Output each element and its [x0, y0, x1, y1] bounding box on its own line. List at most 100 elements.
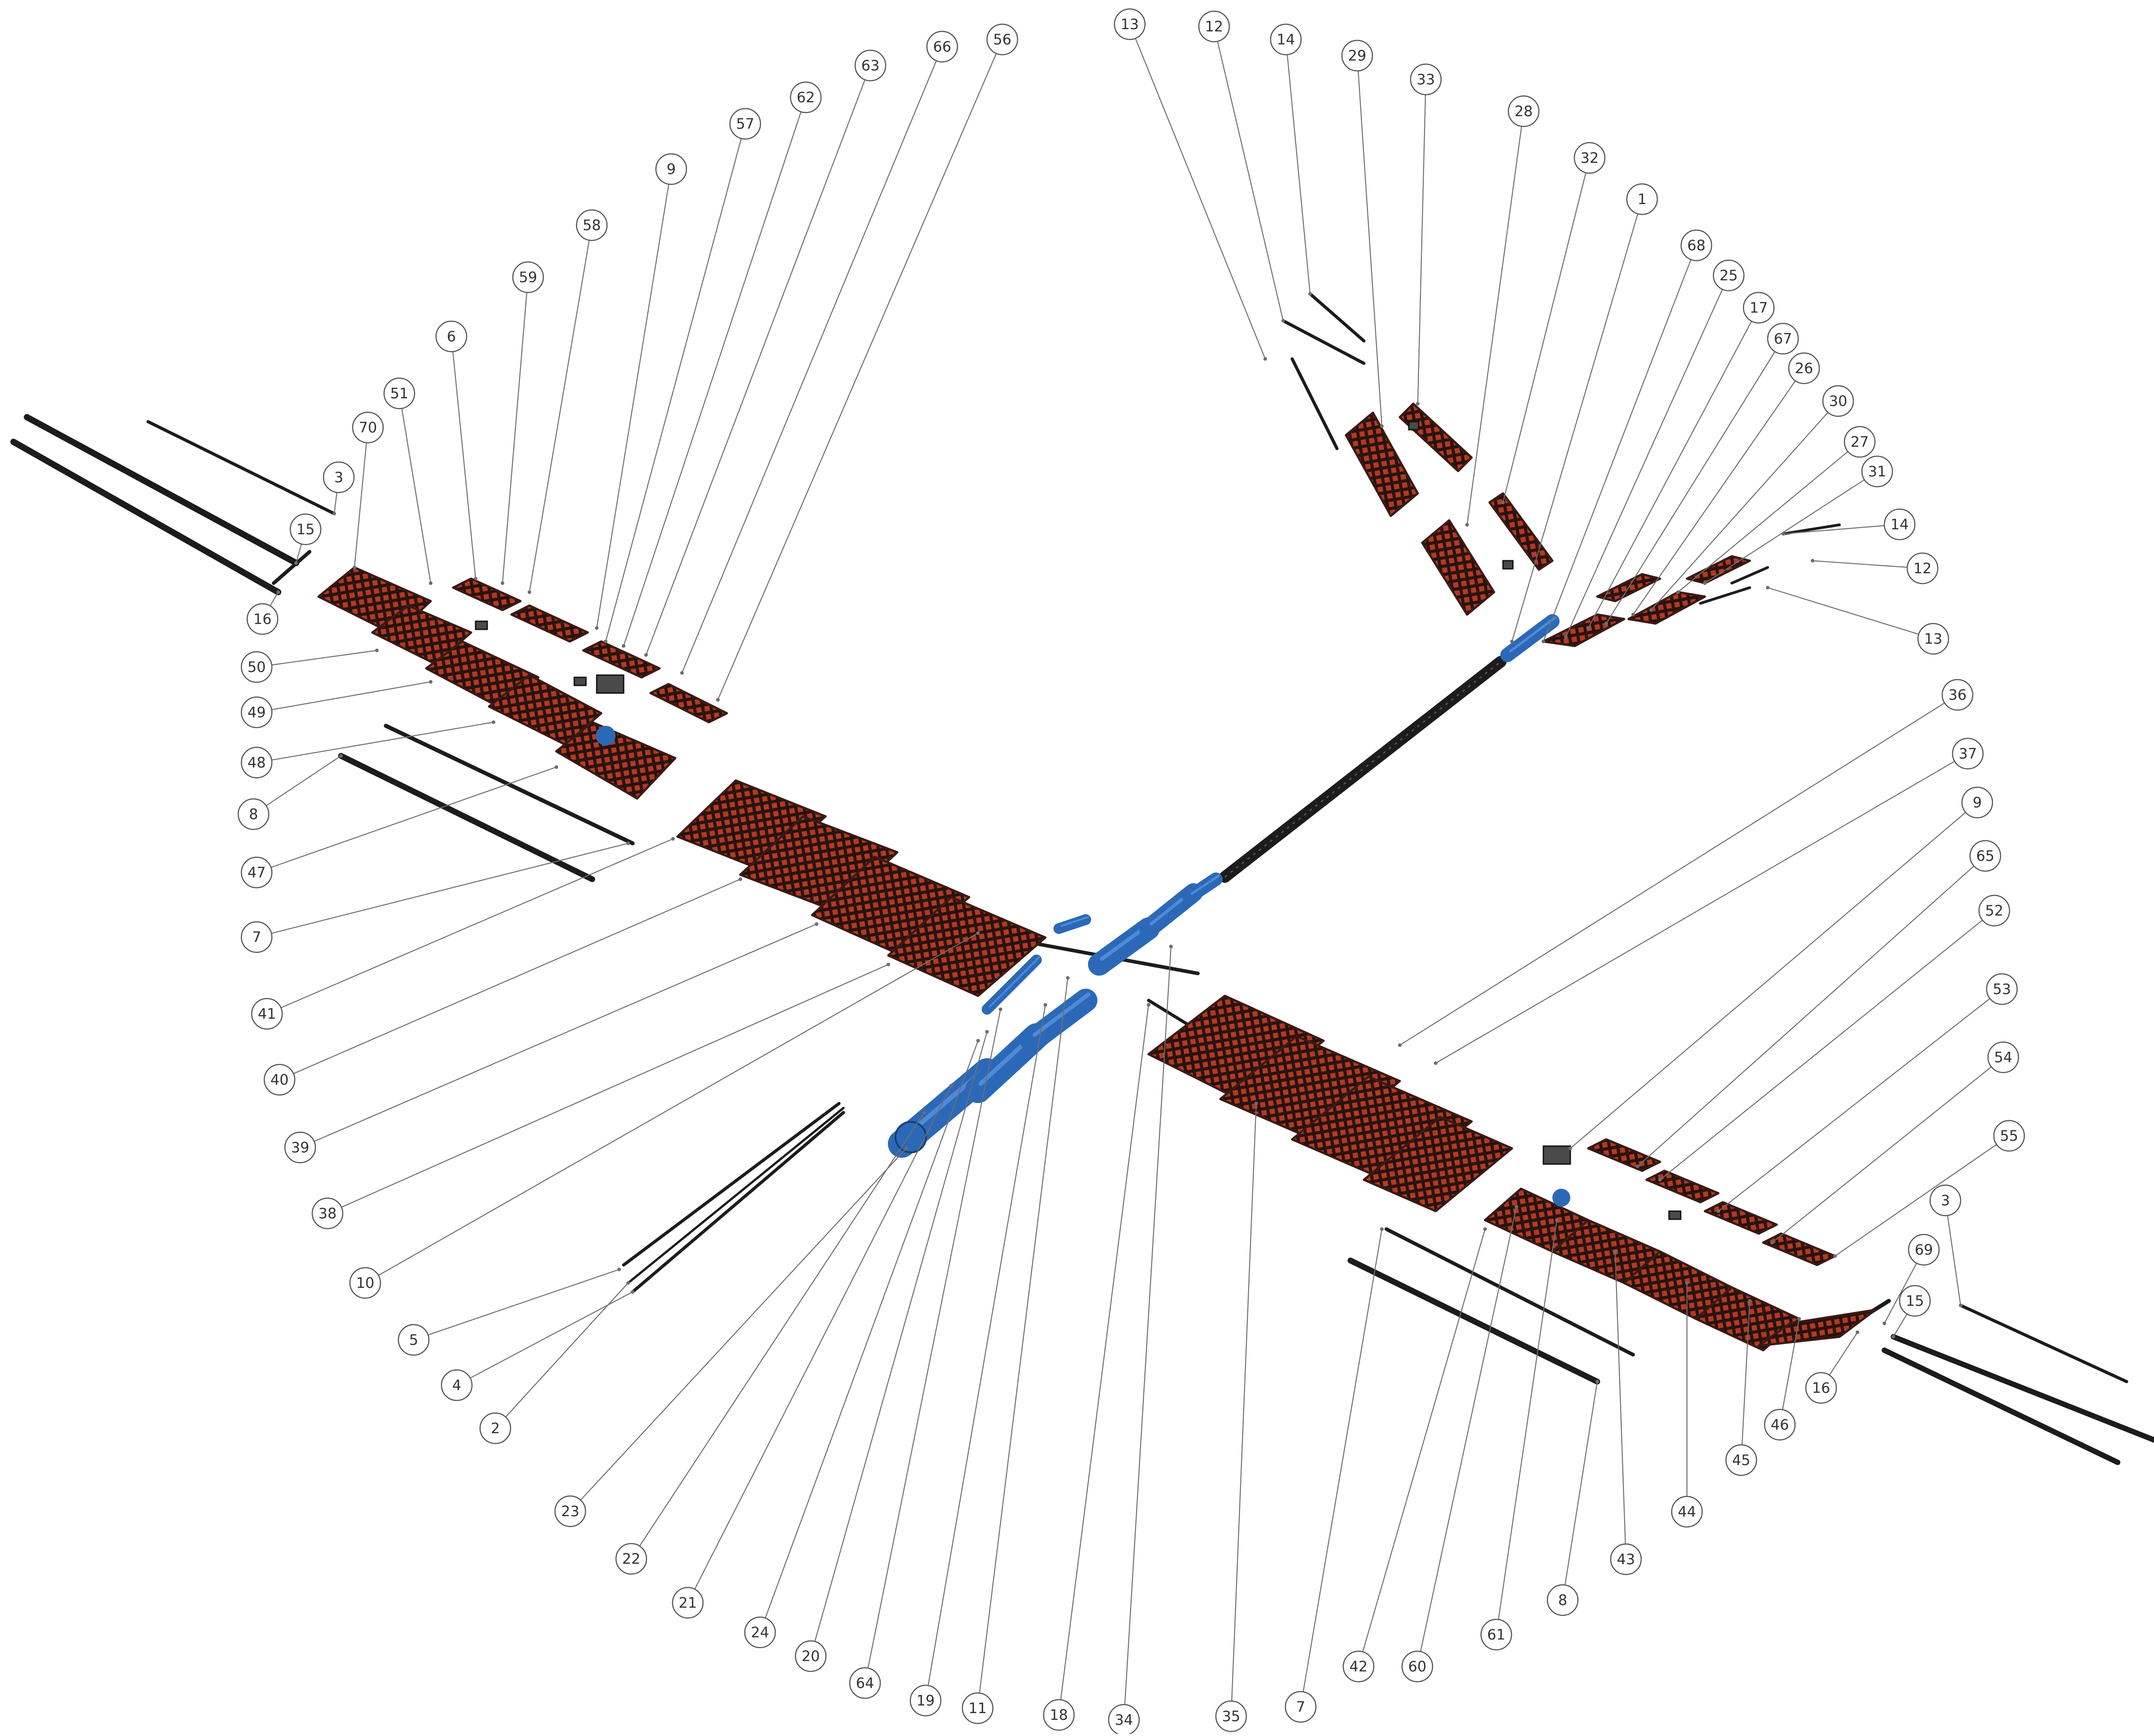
balloon-circle — [383, 377, 415, 410]
balloon-circle — [352, 411, 384, 444]
leader-line-13 — [1651, 412, 1829, 611]
balloon-5: 28 — [1507, 95, 1540, 127]
leader-line-53 — [1772, 1066, 1992, 1243]
balloon-circle — [237, 798, 270, 830]
leader-line-65 — [1420, 1206, 1517, 1652]
balloon-label: 32 — [1581, 149, 1599, 166]
balloon-label: 7 — [252, 929, 261, 946]
balloon-label: 31 — [1868, 463, 1887, 480]
balloon-label: 64 — [856, 1675, 874, 1692]
leader-tip-51 — [1658, 1178, 1662, 1182]
balloon-label: 4 — [452, 1377, 461, 1394]
leader-tip-39 — [671, 837, 675, 841]
balloon-10: 17 — [1743, 292, 1775, 324]
balloon-circle — [1713, 259, 1745, 292]
tail-boom-pattern — [1224, 661, 1501, 878]
leader-line-71 — [979, 977, 1069, 1693]
leader-tip-73 — [999, 1008, 1002, 1011]
leader-line-18 — [1767, 587, 1919, 635]
leader-line-52 — [1718, 998, 1990, 1212]
leader-line-36 — [266, 755, 341, 807]
leader-line-60 — [1741, 1300, 1751, 1445]
balloon-34: 49 — [240, 696, 273, 728]
balloon-label: 9 — [667, 161, 676, 178]
leader-tip-43 — [976, 931, 980, 935]
leader-tip-59 — [1797, 1317, 1801, 1321]
leader-tip-19 — [716, 698, 720, 702]
wing-rib-panel-1 — [371, 604, 472, 665]
leader-tip-50 — [1636, 1165, 1639, 1168]
balloon-circle — [909, 1684, 942, 1717]
balloon-circle — [240, 696, 273, 728]
balloon-22: 62 — [790, 81, 822, 113]
balloon-4: 33 — [1410, 63, 1442, 96]
leader-line-57 — [1893, 1313, 1908, 1337]
balloon-circle — [435, 320, 468, 353]
balloon-circle — [240, 651, 273, 683]
balloon-circle — [1986, 973, 2018, 1005]
balloon-circle — [1978, 894, 2010, 927]
leader-line-59 — [1782, 1318, 1800, 1410]
balloon-61: 44 — [1671, 1496, 1703, 1528]
balloon-circle — [672, 1587, 704, 1619]
balloon-label: 66 — [933, 38, 952, 55]
leader-line-55 — [1947, 1215, 1962, 1306]
balloon-label: 10 — [356, 1274, 375, 1291]
balloon-circle — [284, 1131, 316, 1164]
balloon-12: 26 — [1788, 352, 1820, 384]
balloon-2: 14 — [1270, 23, 1302, 56]
balloon-39: 41 — [251, 998, 283, 1030]
balloon-circle — [554, 1495, 586, 1527]
balloon-label: 16 — [1812, 1379, 1831, 1396]
wing-rib-panel-30 — [1542, 613, 1625, 647]
leader-tip-37 — [555, 765, 558, 769]
balloon-circle — [1969, 840, 2001, 872]
leader-tip-74 — [985, 1030, 989, 1034]
balloon-57: 15 — [1899, 1285, 1931, 1317]
leader-tip-22 — [622, 644, 625, 648]
balloon-label: 58 — [583, 217, 601, 234]
leader-tip-16 — [1782, 532, 1785, 536]
wing-rib-panel-8 — [649, 683, 728, 724]
balloon-circle — [1929, 1184, 1962, 1217]
leader-line-72 — [927, 1004, 1046, 1686]
balloon-label: 53 — [1993, 981, 2011, 998]
leader-tip-69 — [1169, 945, 1173, 948]
balloon-label: 29 — [1348, 47, 1367, 64]
balloon-label: 62 — [797, 89, 815, 106]
balloon-28: 51 — [383, 377, 415, 410]
leader-tip-6 — [1501, 501, 1505, 504]
spar-rod-7 — [1281, 319, 1366, 365]
balloon-circle — [1547, 1584, 1579, 1616]
servo-0 — [596, 674, 625, 694]
balloon-20: 66 — [926, 31, 958, 63]
balloon-33: 50 — [240, 651, 273, 683]
balloon-circle — [790, 81, 822, 113]
leader-line-78 — [580, 1148, 907, 1500]
balloon-circle — [1993, 1120, 2025, 1152]
leader-line-48 — [1435, 761, 1955, 1064]
balloon-label: 5 — [409, 1331, 418, 1348]
balloon-13: 30 — [1822, 385, 1854, 417]
balloon-circle — [1114, 8, 1146, 40]
balloon-label: 41 — [258, 1005, 276, 1022]
balloon-label: 13 — [1924, 630, 1943, 647]
balloon-25: 58 — [576, 209, 608, 241]
spar-rod-21 — [627, 1107, 845, 1284]
balloon-label: 39 — [291, 1139, 310, 1156]
balloon-circle — [1680, 229, 1713, 262]
servo-horn-left — [596, 726, 616, 746]
spar-rod-5 — [338, 753, 595, 882]
leader-line-21 — [645, 79, 865, 655]
leader-line-56 — [1884, 1263, 1917, 1324]
balloon-circle — [251, 998, 283, 1030]
leader-line-73 — [867, 1009, 1001, 1668]
balloon-circle — [512, 261, 544, 293]
balloon-label: 67 — [1774, 330, 1792, 347]
balloon-64: 61 — [1480, 1618, 1512, 1651]
leader-line-10 — [1588, 321, 1752, 628]
balloon-71: 11 — [961, 1692, 994, 1724]
balloon-40: 40 — [263, 1064, 296, 1096]
leader-line-20 — [681, 60, 937, 673]
